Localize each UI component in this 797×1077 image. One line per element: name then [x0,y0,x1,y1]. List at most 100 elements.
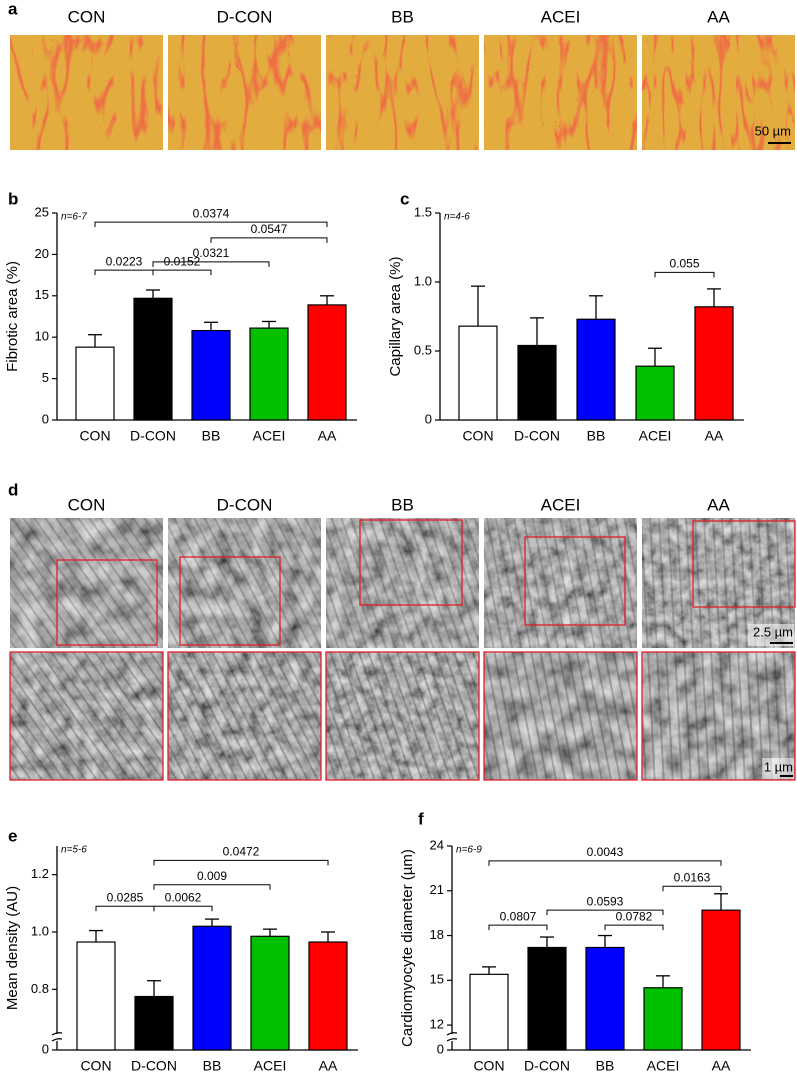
zoom-box [179,556,281,646]
x-tick-label: CON [79,428,110,444]
y-tick-label: 1.0 [414,273,432,288]
zoom-frame [325,651,480,781]
p-value: 0.0593 [587,894,624,908]
image-label: D-CON [217,495,273,514]
bar [643,987,683,1051]
p-value: 0.0285 [107,890,144,904]
y-tick-label: 0 [42,1041,49,1056]
zoom-box [359,519,463,606]
significance-bracket [488,924,548,931]
x-tick-label: AA [705,428,724,444]
em-striation [326,652,479,780]
bar [250,935,290,1051]
p-value: 0.0547 [251,222,288,236]
x-tick-label: BB [202,428,221,444]
significance-bracket [488,860,722,866]
zoom-frame [483,651,638,781]
significance-bracket [94,221,328,228]
em-striation [10,518,163,648]
bar [191,329,231,421]
significance-bracket [153,884,271,890]
x-tick-label: BB [587,428,606,444]
bar [527,946,567,1051]
significance-bracket [153,905,213,912]
zoom-box [56,559,158,646]
histology-texture [326,35,479,150]
y-tick-label: 0 [42,411,49,426]
significance-bracket [654,271,715,278]
p-value: 0.0043 [587,845,624,859]
y-tick-label: 12 [430,1017,444,1032]
n-note: n=6-9 [456,845,482,856]
significance-bracket [153,859,329,866]
bar [134,995,174,1051]
image-label: CON [68,7,106,26]
y-tick-label: 20 [35,246,49,261]
bar [458,325,498,421]
y-tick-label: 15 [35,287,49,302]
y-tick-label: 24 [430,837,444,852]
panel-label: a [8,0,18,18]
zoom-frame [641,651,796,781]
em-striation [10,652,163,780]
y-tick-label: 1.0 [31,923,49,938]
zoom-frame [167,651,322,781]
significance-bracket [662,885,722,892]
bar [517,344,557,421]
y-tick-label: 0 [425,411,432,426]
n-note: n=5-6 [61,845,87,856]
p-value: 0.0062 [165,890,202,904]
bar [192,925,232,1051]
scale-bg [748,624,794,646]
y-tick-label: 18 [430,927,444,942]
bar [694,306,734,421]
y-tick-label: 5 [42,370,49,385]
p-value: 0.0152 [164,254,201,268]
panel-label: b [8,189,18,208]
panel-label: e [8,826,17,845]
bar [701,909,741,1051]
y-axis-label: Mean density (AU) [4,886,21,1010]
significance-bracket [152,261,270,267]
p-value: 0.0374 [193,206,230,220]
x-tick-label: D-CON [514,428,560,444]
significance-bracket [210,237,328,243]
x-tick-label: ACEI [253,428,286,444]
y-axis-label: Fibrotic area (%) [4,261,21,372]
p-value: 0.009 [197,869,227,883]
p-value: 0.0807 [500,909,537,923]
bar [75,346,115,421]
image-label: D-CON [217,7,273,26]
y-tick-label: 0.5 [414,342,432,357]
n-note: n=4-6 [444,212,470,223]
y-tick-label: 1.2 [31,866,49,881]
image-label: CON [68,495,106,514]
p-value: 0.0782 [616,909,653,923]
x-tick-label: ACEI [254,1058,287,1074]
image-label: BB [391,7,414,26]
bar [469,973,509,1051]
significance-bracket [94,269,154,276]
em-striation [168,518,321,648]
image-label: AA [707,495,730,514]
y-axis-label: Capillary area (%) [387,256,404,376]
p-value: 0.0321 [193,246,230,260]
x-tick-label: CON [462,428,493,444]
scale-bar-label: 2.5 µm [753,624,793,639]
image-label: ACEI [541,7,581,26]
bar [308,941,348,1051]
zoom-box [692,520,796,608]
scale-bar-label: 50 µm [755,123,791,138]
bar [585,946,625,1051]
zoom-frame [9,651,164,781]
x-tick-label: D-CON [130,428,176,444]
bar [307,304,347,421]
histology-texture [168,35,321,150]
bar [76,941,116,1051]
y-tick-label: 10 [35,329,49,344]
significance-bracket [604,924,664,931]
em-striation [326,518,479,648]
em-striation [168,652,321,780]
panel-label: d [8,480,18,499]
